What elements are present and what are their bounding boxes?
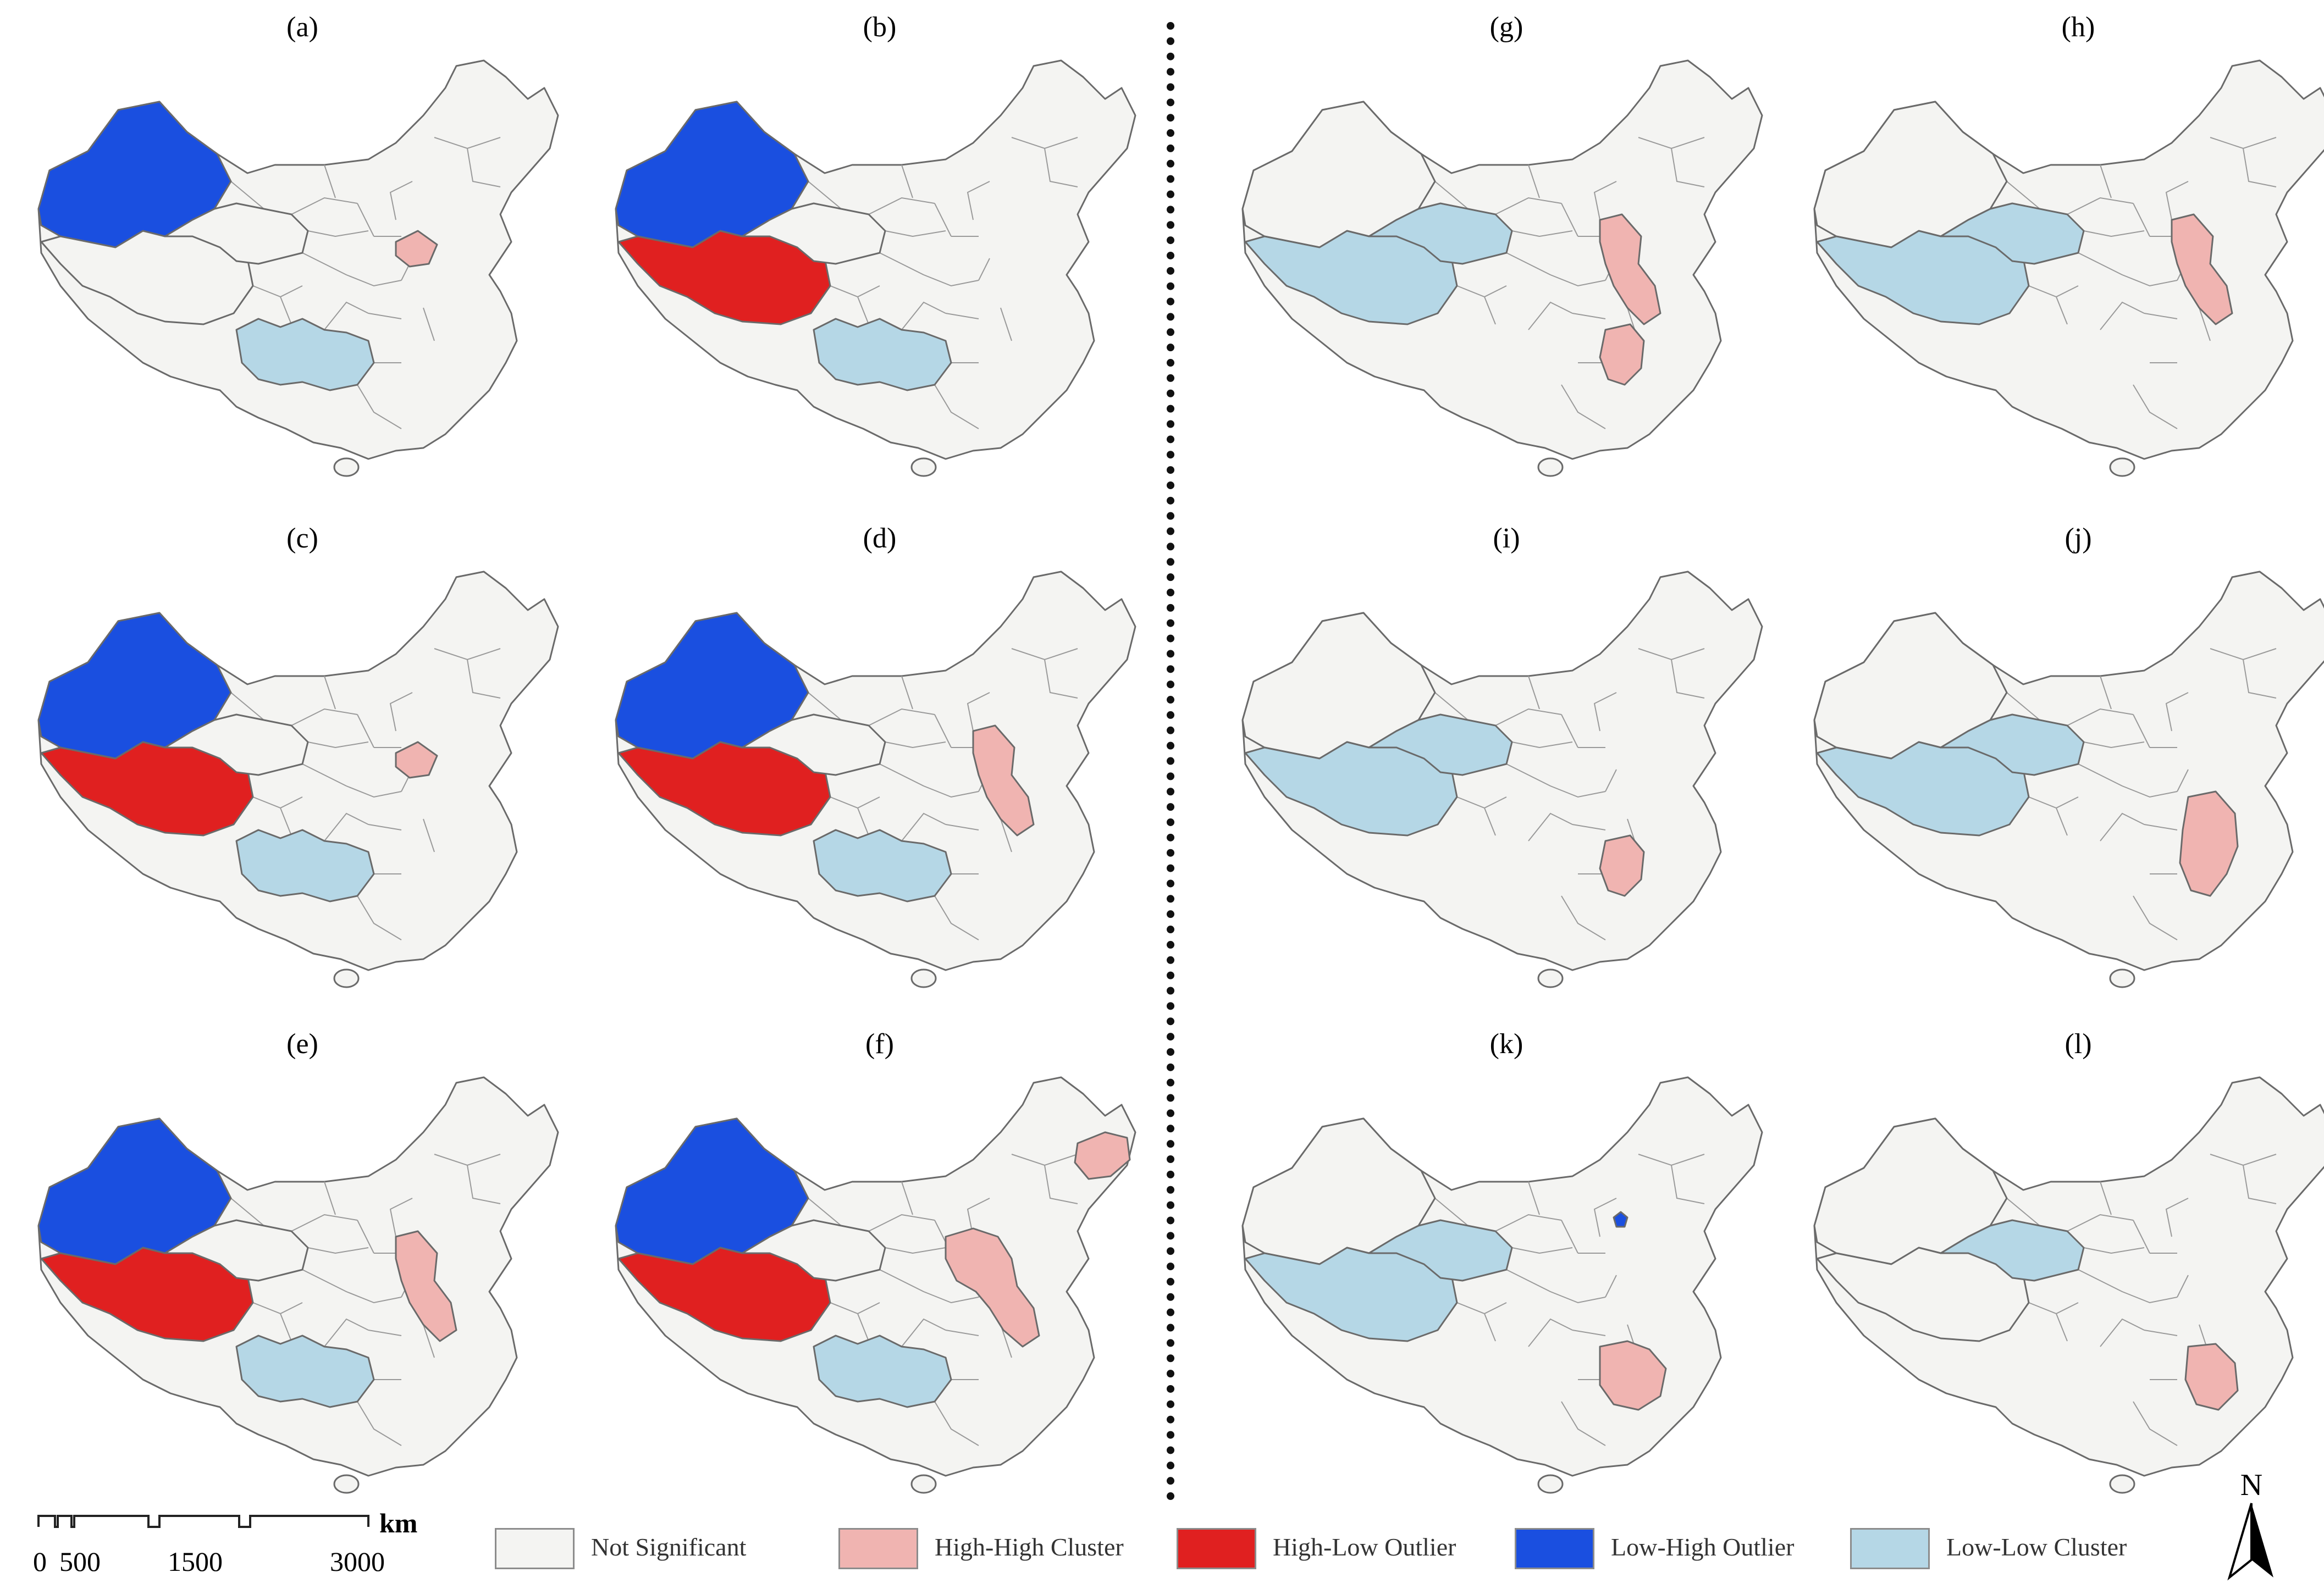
region-qinghai <box>1368 202 1513 265</box>
panel-label: (e) <box>286 1028 318 1060</box>
map-panel <box>1241 571 1763 988</box>
map-panel <box>37 59 559 477</box>
region-hainan <box>1537 457 1564 477</box>
region-north-coast <box>972 724 1035 837</box>
region-qinghai <box>1368 713 1513 776</box>
region-qinghai <box>741 1219 886 1282</box>
region-hainan <box>333 968 360 988</box>
region-qinghai <box>164 202 309 265</box>
panel-label: (f) <box>865 1028 894 1060</box>
legend-swatch <box>495 1528 575 1569</box>
panel-label: (j) <box>2064 523 2092 554</box>
panel-label: (h) <box>2061 12 2095 43</box>
scale-tick-0: 0 <box>33 1546 47 1576</box>
region-hainan <box>2109 968 2135 988</box>
panel-label: (k) <box>1489 1028 1523 1060</box>
region-hainan <box>333 1474 360 1494</box>
map-panel <box>1813 571 2324 988</box>
legend-label: Not Significant <box>591 1533 747 1561</box>
map-panel <box>37 1076 559 1494</box>
panel-label: (d) <box>863 523 897 554</box>
region-qinghai <box>741 713 886 776</box>
map-panel <box>615 59 1136 477</box>
map-panel <box>1241 1076 1763 1494</box>
region-southwest <box>235 829 375 903</box>
region-qinghai <box>1368 1219 1513 1282</box>
region-hainan <box>1537 1474 1564 1494</box>
region-hainan <box>333 457 360 477</box>
region-north-coast <box>945 1227 1040 1348</box>
region-hainan <box>2109 457 2135 477</box>
legend-swatch <box>838 1528 918 1569</box>
region-hainan <box>1537 968 1564 988</box>
scale-bar-line <box>37 1515 369 1528</box>
legend-label: High-High Cluster <box>935 1533 1124 1561</box>
region-hainan <box>910 968 937 988</box>
legend-label: High-Low Outlier <box>1273 1533 1456 1561</box>
north-label: N <box>2240 1468 2263 1502</box>
north-arrow-icon <box>2227 1503 2273 1581</box>
province-boundaries <box>214 648 501 940</box>
legend-swatch <box>1177 1528 1256 1569</box>
region-beijing <box>1613 1211 1629 1228</box>
scale-bar: km 0 500 1500 3000 <box>33 1510 417 1576</box>
region-southwest <box>813 318 952 391</box>
panel-label: (i) <box>1493 523 1520 554</box>
panel-label: (c) <box>286 523 318 554</box>
legend-label: Low-High Outlier <box>1611 1533 1795 1561</box>
scale-tick-1500: 1500 <box>168 1546 223 1576</box>
legend-label: Low-Low Cluster <box>1946 1533 2127 1561</box>
region-qinghai <box>1940 1219 2085 1282</box>
region-hainan <box>910 457 937 477</box>
region-qinghai <box>1940 202 2085 265</box>
region-qinghai <box>164 713 309 776</box>
region-southwest <box>235 1335 375 1408</box>
region-southwest <box>235 318 375 391</box>
region-north-coast <box>395 230 438 268</box>
scale-tick-3000: 3000 <box>330 1546 385 1576</box>
map-panel <box>1241 59 1763 477</box>
region-north-coast <box>2171 213 2233 325</box>
region-hainan <box>2109 1474 2135 1494</box>
province-boundaries <box>1418 1154 1705 1446</box>
region-southwest <box>813 1335 952 1408</box>
region-north-coast <box>395 1230 457 1342</box>
map-panel <box>1813 59 2324 477</box>
region-northeast <box>1074 1131 1131 1180</box>
legend-swatch <box>1850 1528 1930 1569</box>
province-boundaries <box>214 137 501 429</box>
province-boundaries <box>1990 648 2277 940</box>
panel-label: (l) <box>2064 1028 2092 1060</box>
region-southeast <box>1599 323 1645 386</box>
region-qinghai <box>741 202 886 265</box>
scale-bar-unit: km <box>379 1510 417 1538</box>
legend-swatch <box>1515 1528 1594 1569</box>
province-boundaries <box>1990 1154 2277 1446</box>
panel-label: (g) <box>1489 12 1523 43</box>
region-southeast <box>1599 1340 1667 1411</box>
map-panel <box>615 571 1136 988</box>
map-panel <box>37 571 559 988</box>
region-southwest <box>813 829 952 903</box>
region-southeast <box>2179 790 2239 897</box>
map-panel <box>1813 1076 2324 1494</box>
region-hainan <box>910 1474 937 1494</box>
region-north-coast <box>395 741 438 779</box>
region-qinghai <box>164 1219 309 1282</box>
map-panel <box>615 1076 1136 1494</box>
region-north-coast <box>1599 213 1661 325</box>
north-arrow: N <box>2221 1468 2282 1583</box>
panel-divider <box>1167 22 1174 1501</box>
region-southeast <box>2184 1343 2239 1411</box>
province-boundaries <box>1418 648 1705 940</box>
scale-tick-500: 500 <box>59 1546 101 1576</box>
province-boundaries <box>791 137 1078 429</box>
region-qinghai <box>1940 713 2085 776</box>
panel-label: (a) <box>286 12 318 43</box>
panel-label: (b) <box>863 12 897 43</box>
region-southeast <box>1599 834 1645 897</box>
